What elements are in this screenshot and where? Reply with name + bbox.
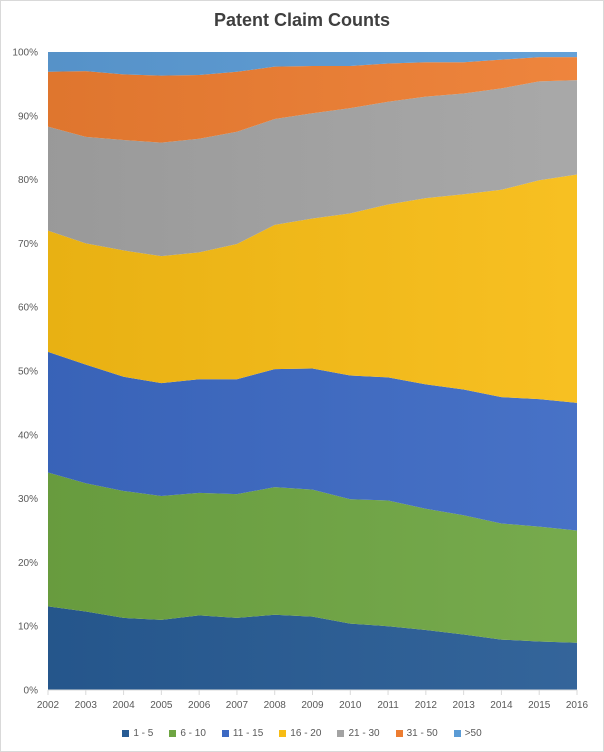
y-tick-label: 60% xyxy=(18,303,38,314)
y-tick-label: 50% xyxy=(18,367,38,378)
legend-swatch xyxy=(396,730,403,737)
y-tick-label: 0% xyxy=(24,686,39,697)
y-tick-label: 70% xyxy=(18,239,38,250)
legend-swatch xyxy=(279,730,286,737)
legend-item-3: 11 - 15 xyxy=(222,728,263,739)
x-tick-label: 2002 xyxy=(37,700,60,711)
y-tick-label: 90% xyxy=(18,111,38,122)
legend-swatch xyxy=(122,730,129,737)
legend-swatch xyxy=(169,730,176,737)
legend-label: 21 - 30 xyxy=(348,728,379,739)
legend-item-4: 16 - 20 xyxy=(279,728,321,739)
y-tick-label: 20% xyxy=(18,558,38,569)
x-tick-label: 2014 xyxy=(490,700,513,711)
x-tick-label: 2005 xyxy=(150,700,173,711)
x-tick-label: 2006 xyxy=(188,700,211,711)
legend-item-2: 6 - 10 xyxy=(169,728,206,739)
legend-swatch xyxy=(222,730,229,737)
legend-item-1: 1 - 5 xyxy=(122,728,153,739)
y-tick-label: 30% xyxy=(18,494,38,505)
y-tick-label: 10% xyxy=(18,622,38,633)
legend-label: 16 - 20 xyxy=(290,728,321,739)
legend-label: >50 xyxy=(465,728,482,739)
x-tick-label: 2011 xyxy=(377,700,399,711)
x-tick-label: 2003 xyxy=(75,700,98,711)
legend-item-7: >50 xyxy=(454,728,482,739)
x-tick-label: 2012 xyxy=(415,700,438,711)
legend-label: 11 - 15 xyxy=(233,728,263,739)
x-tick-label: 2007 xyxy=(226,700,249,711)
legend-swatch xyxy=(337,730,344,737)
legend-label: 6 - 10 xyxy=(180,728,206,739)
legend-item-6: 31 - 50 xyxy=(396,728,438,739)
x-tick-label: 2016 xyxy=(566,700,589,711)
x-tick-label: 2010 xyxy=(339,700,362,711)
x-tick-label: 2009 xyxy=(301,700,324,711)
x-tick-label: 2008 xyxy=(264,700,287,711)
x-tick-label: 2004 xyxy=(112,700,135,711)
legend-label: 1 - 5 xyxy=(133,728,153,739)
legend-label: 31 - 50 xyxy=(407,728,438,739)
legend-item-5: 21 - 30 xyxy=(337,728,379,739)
area-series-group xyxy=(48,52,577,690)
legend-swatch xyxy=(454,730,461,737)
y-tick-label: 80% xyxy=(18,175,38,186)
x-tick-label: 2015 xyxy=(528,700,551,711)
y-tick-label: 100% xyxy=(12,48,38,59)
y-tick-label: 40% xyxy=(18,430,38,441)
chart-legend: 1 - 5 6 - 10 11 - 15 16 - 20 21 - 30 31 - 50 >… xyxy=(0,724,604,742)
x-tick-label: 2013 xyxy=(453,700,476,711)
